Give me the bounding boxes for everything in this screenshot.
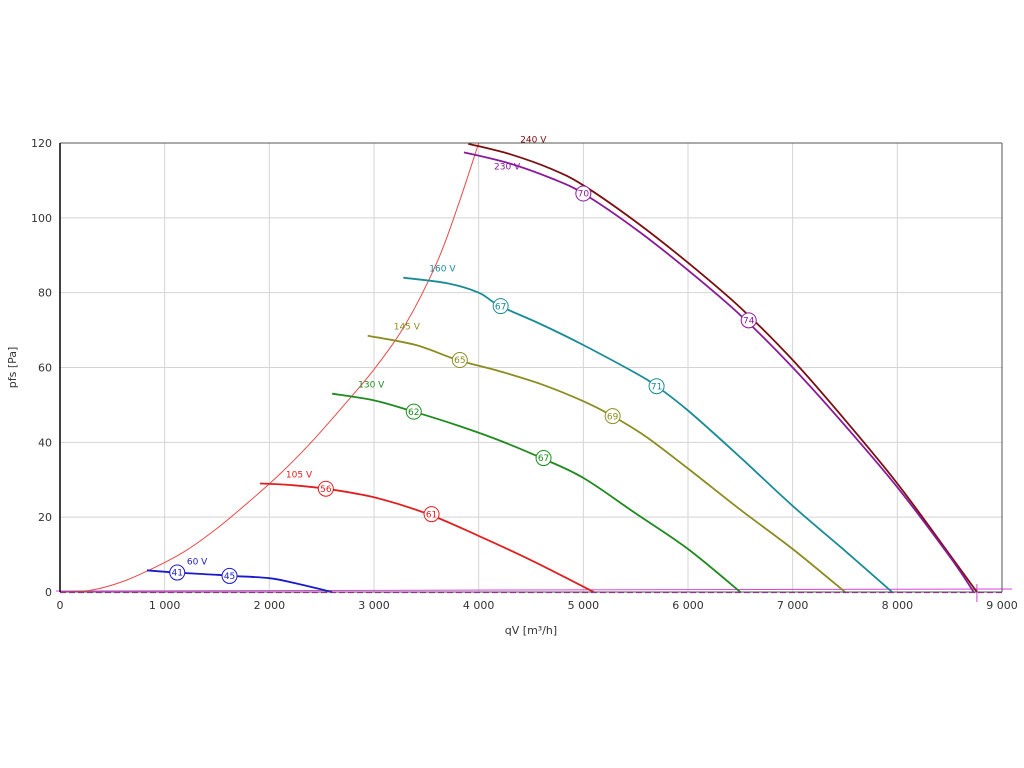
x-tick-label: 4 000 bbox=[463, 599, 495, 612]
axes bbox=[59, 142, 1003, 593]
marker-circle bbox=[169, 564, 186, 581]
series-label: 60 V bbox=[187, 557, 208, 567]
series-label: 160 V bbox=[429, 265, 456, 275]
marker-circle bbox=[423, 506, 440, 523]
series-105v: 105 V 56 61 bbox=[259, 470, 595, 593]
x-tick-label: 5 000 bbox=[568, 599, 600, 612]
y-tick-labels: 0 20 40 60 80 100 120 bbox=[31, 137, 52, 599]
x-tick-label: 0 bbox=[57, 599, 64, 612]
y-axis-title: pfs [Pa] bbox=[6, 347, 19, 389]
series-60v: 60 V 41 45 bbox=[146, 557, 333, 593]
y-tick-label: 40 bbox=[38, 436, 52, 449]
marker-circle bbox=[405, 403, 422, 420]
marker-label: 65 bbox=[454, 356, 465, 366]
marker-circle bbox=[535, 450, 552, 467]
series-line bbox=[367, 334, 846, 593]
marker-label: 62 bbox=[408, 408, 419, 418]
series-130v: 130 V 62 67 bbox=[331, 381, 741, 593]
x-tick-label: 1 000 bbox=[149, 599, 181, 612]
point-marker: 61 bbox=[423, 506, 440, 523]
marker-label: 67 bbox=[495, 302, 506, 312]
marker-circle bbox=[317, 480, 334, 497]
marker-circle bbox=[575, 185, 592, 202]
y-tick-label: 20 bbox=[38, 511, 52, 524]
point-marker: 67 bbox=[535, 450, 552, 467]
point-marker: 45 bbox=[221, 567, 238, 584]
point-marker: 41 bbox=[169, 564, 186, 581]
marker-label: 70 bbox=[578, 190, 590, 200]
y-tick-label: 80 bbox=[38, 287, 52, 300]
y-tick-label: 120 bbox=[31, 137, 52, 150]
marker-label: 41 bbox=[172, 569, 183, 579]
series-group: 240 V 230 V 70 74 160 V 67 71 145 V 65 69 130 V 62 6… bbox=[146, 136, 978, 593]
x-axis-title: qV [m³/h] bbox=[505, 624, 557, 637]
x-tick-label: 9 000 bbox=[986, 599, 1018, 612]
point-marker: 74 bbox=[740, 312, 757, 329]
series-line bbox=[259, 482, 595, 593]
marker-label: 74 bbox=[743, 317, 755, 327]
marker-circle bbox=[648, 378, 665, 395]
marker-label: 56 bbox=[320, 485, 332, 495]
point-marker: 69 bbox=[604, 408, 621, 425]
series-160v: 160 V 67 71 bbox=[403, 265, 893, 593]
y-tick-label: 100 bbox=[31, 212, 52, 225]
series-line bbox=[463, 151, 975, 593]
series-145v: 145 V 65 69 bbox=[367, 323, 846, 593]
x-tick-labels: 0 1 000 2 000 3 000 4 000 5 000 6 000 7 000 8 00… bbox=[57, 599, 1018, 612]
series-label: 240 V bbox=[520, 136, 547, 146]
marker-label: 61 bbox=[426, 510, 437, 520]
x-tick-label: 8 000 bbox=[882, 599, 914, 612]
marker-circle bbox=[740, 312, 757, 329]
marker-circle bbox=[221, 567, 238, 584]
y-tick-label: 60 bbox=[38, 362, 52, 375]
point-marker: 67 bbox=[492, 298, 509, 315]
zero-baseline bbox=[55, 584, 1013, 602]
baseline-trace bbox=[55, 588, 1013, 592]
x-tick-label: 6 000 bbox=[672, 599, 704, 612]
marker-circle bbox=[492, 298, 509, 315]
series-label: 130 V bbox=[358, 381, 385, 391]
marker-label: 71 bbox=[651, 382, 662, 392]
marker-label: 67 bbox=[538, 454, 549, 464]
point-marker: 56 bbox=[317, 480, 334, 497]
x-tick-label: 3 000 bbox=[358, 599, 390, 612]
x-tick-label: 7 000 bbox=[777, 599, 809, 612]
x-tick-label: 2 000 bbox=[254, 599, 286, 612]
marker-circle bbox=[451, 352, 468, 369]
series-240v: 240 V bbox=[467, 136, 978, 593]
series-line bbox=[403, 276, 893, 593]
point-marker: 62 bbox=[405, 403, 422, 420]
grid-lines bbox=[60, 142, 1003, 592]
system-curve bbox=[59, 142, 480, 593]
series-label: 230 V bbox=[494, 162, 521, 172]
system-curve-line bbox=[59, 142, 480, 593]
marker-circle bbox=[604, 408, 621, 425]
series-230v: 230 V 70 74 bbox=[463, 151, 975, 593]
marker-label: 45 bbox=[224, 572, 235, 582]
series-line bbox=[331, 392, 741, 593]
series-label: 145 V bbox=[394, 323, 421, 333]
y-tick-label: 0 bbox=[45, 586, 52, 599]
marker-label: 69 bbox=[607, 412, 619, 422]
point-marker: 71 bbox=[648, 378, 665, 395]
point-marker: 70 bbox=[575, 185, 592, 202]
series-label: 105 V bbox=[286, 470, 313, 480]
series-line bbox=[467, 142, 978, 593]
point-marker: 65 bbox=[451, 352, 468, 369]
